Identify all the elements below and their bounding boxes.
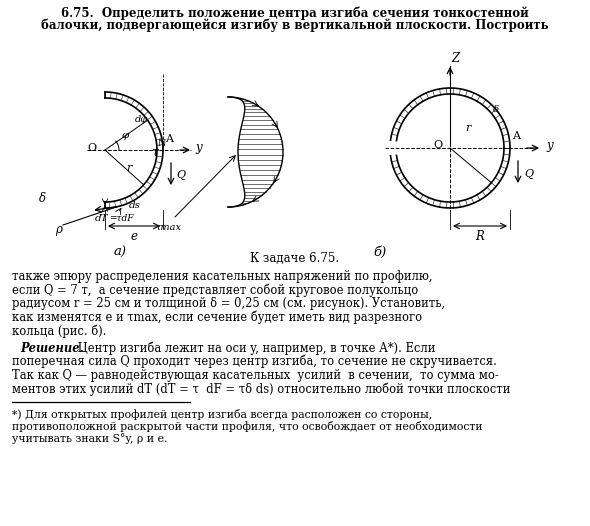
Text: δ: δ (493, 105, 499, 114)
Text: A: A (165, 134, 173, 144)
Text: Z: Z (451, 52, 459, 65)
Text: δ: δ (40, 191, 47, 205)
Text: dT: dT (94, 214, 108, 223)
Text: Q: Q (524, 169, 533, 179)
Text: Решение.: Решение. (20, 341, 84, 355)
Text: Центр изгиба лежит на оси y, например, в точке А*). Если: Центр изгиба лежит на оси y, например, в… (74, 341, 435, 355)
Text: R: R (476, 229, 484, 242)
Text: Так как Q — равнодействующая касательных  усилий  в сечении,  то сумма мо-: Так как Q — равнодействующая касательных… (12, 369, 499, 381)
Text: dφ: dφ (135, 116, 148, 125)
Text: Q: Q (176, 170, 185, 180)
Text: O: O (88, 143, 97, 153)
Text: φ: φ (122, 132, 129, 140)
Text: также эпюру распределения касательных напряжений по профилю,: также эпюру распределения касательных на… (12, 270, 432, 283)
Text: как изменятся е и τmax, если сечение будет иметь вид разрезного: как изменятся е и τmax, если сечение буд… (12, 310, 422, 324)
Text: =τdF: =τdF (109, 214, 133, 223)
Text: r: r (126, 163, 132, 173)
Text: y: y (547, 139, 553, 153)
Text: e: e (130, 229, 137, 242)
Text: y: y (196, 141, 202, 155)
Text: ds: ds (129, 200, 141, 210)
Text: ρ: ρ (55, 224, 63, 237)
Text: кольца (рис. б).: кольца (рис. б). (12, 324, 107, 338)
Text: O: O (433, 140, 442, 150)
Text: б): б) (373, 246, 386, 259)
Text: поперечная сила Q проходит через центр изгиба, то сечение не скручивается.: поперечная сила Q проходит через центр и… (12, 355, 497, 369)
Text: A: A (512, 131, 520, 141)
Text: *) Для открытых профилей центр изгиба всегда расположен со стороны,: *) Для открытых профилей центр изгиба вс… (12, 410, 432, 420)
Text: К задаче 6.75.: К задаче 6.75. (250, 252, 340, 265)
Text: τ: τ (152, 146, 159, 158)
Text: противоположной раскрытой части профиля, что освобождает от необходимости: противоположной раскрытой части профиля,… (12, 421, 483, 432)
Text: радиусом r = 25 см и толщиной δ = 0,25 см (см. рисунок). Установить,: радиусом r = 25 см и толщиной δ = 0,25 с… (12, 297, 445, 310)
Text: если Q = 7 т,  а сечение представляет собой круговое полукольцо: если Q = 7 т, а сечение представляет соб… (12, 284, 418, 297)
Text: учитывать знаки S°y, ρ и е.: учитывать знаки S°y, ρ и е. (12, 433, 168, 444)
Text: τmax: τmax (155, 222, 181, 231)
Text: 6.75.  Определить положение центра изгиба сечения тонкостенной: 6.75. Определить положение центра изгиба… (61, 6, 529, 19)
Text: балочки, подвергающейся изгибу в вертикальной плоскости. Построить: балочки, подвергающейся изгибу в вертика… (41, 18, 549, 32)
Text: а): а) (113, 246, 126, 259)
Text: N: N (158, 138, 166, 147)
Text: r: r (466, 123, 471, 133)
Text: ментов этих усилий dT (dT = τ  dF = τδ ds) относительно любой точки плоскости: ментов этих усилий dT (dT = τ dF = τδ ds… (12, 382, 510, 396)
